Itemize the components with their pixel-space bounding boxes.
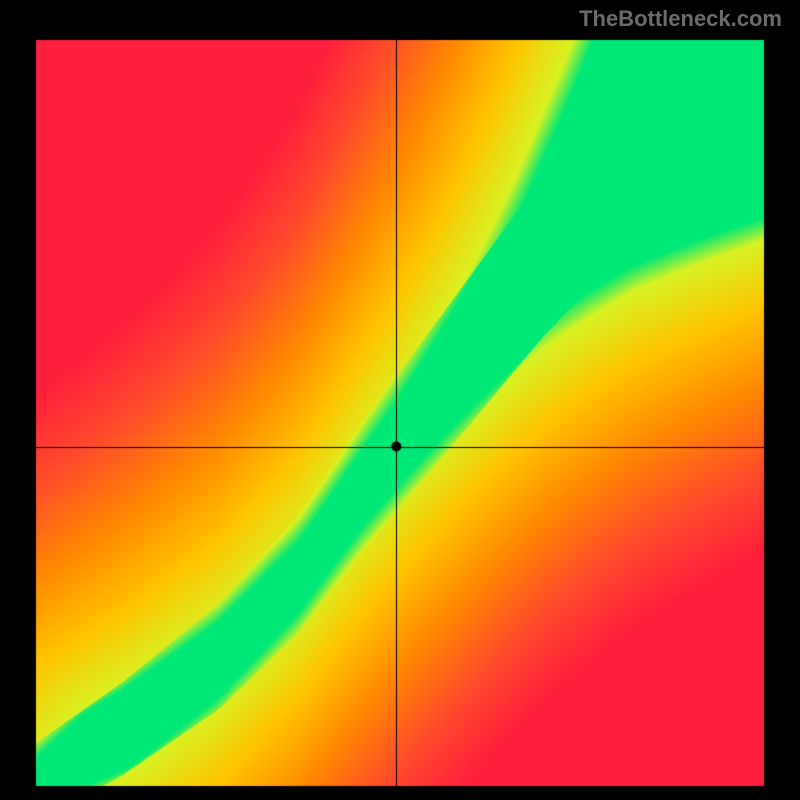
bottleneck-heatmap-canvas [0, 0, 800, 800]
watermark-text: TheBottleneck.com [579, 6, 782, 32]
chart-container: TheBottleneck.com [0, 0, 800, 800]
